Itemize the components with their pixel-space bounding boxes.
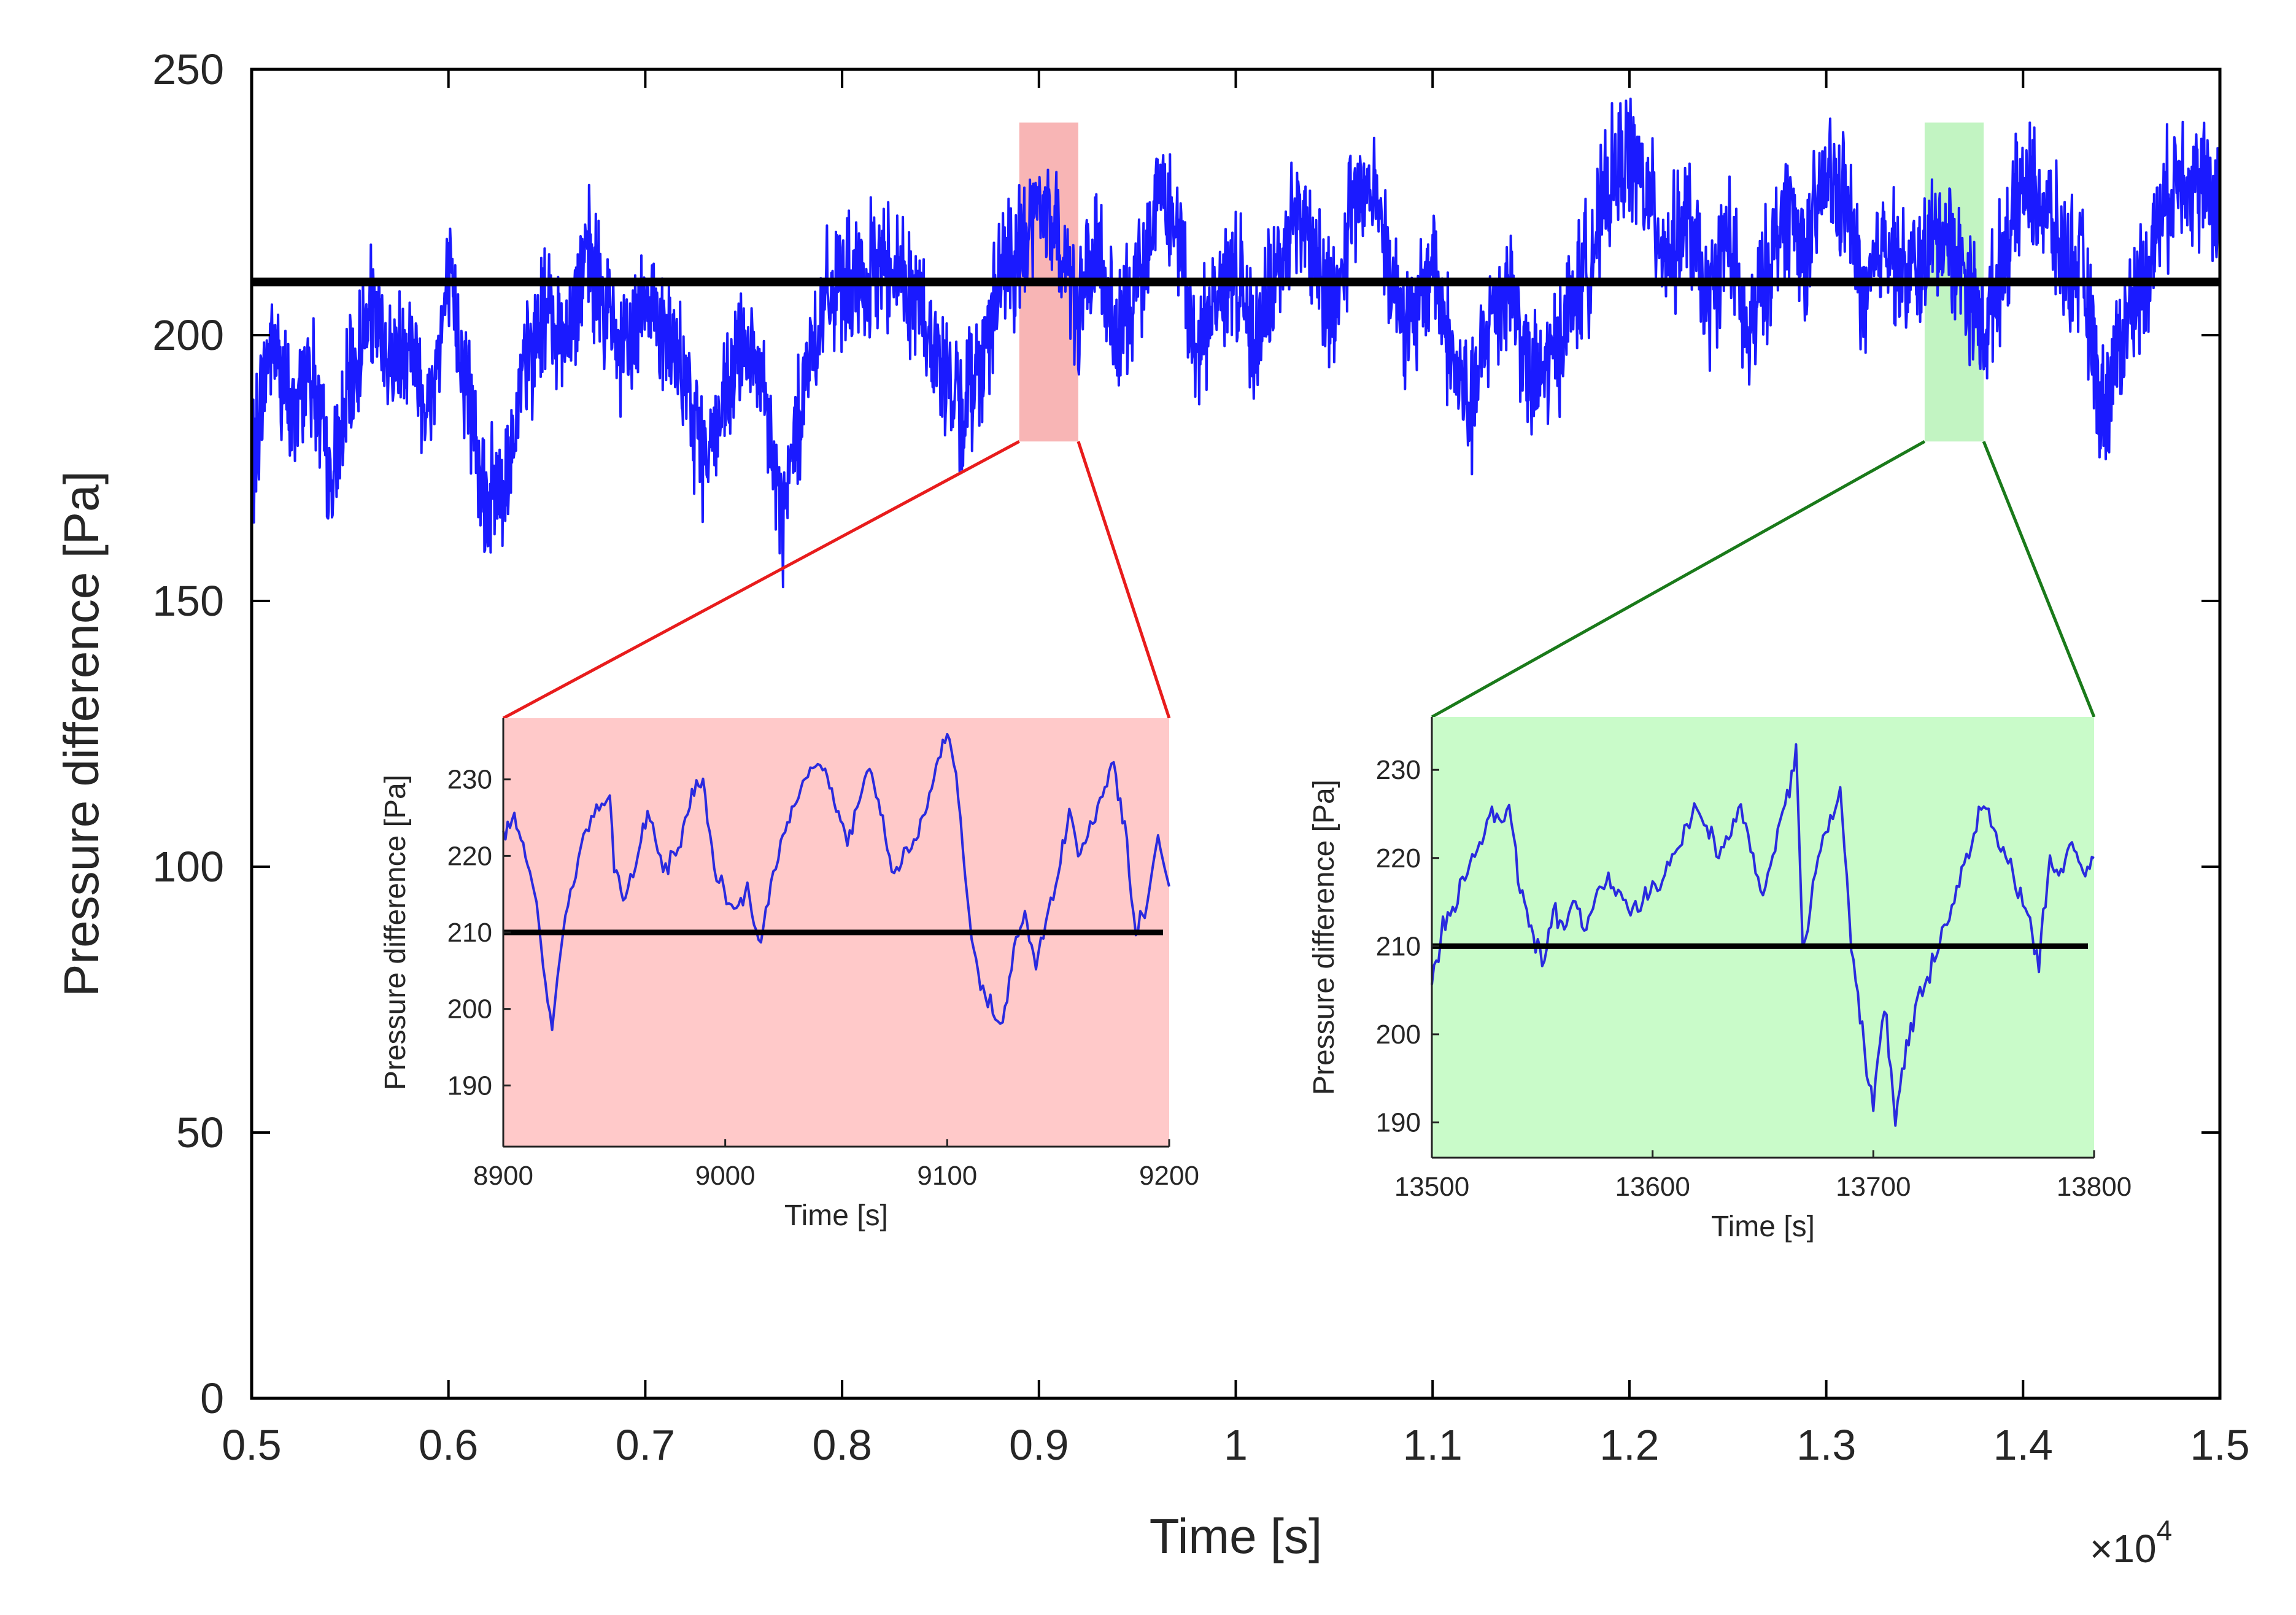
x-tick-label: 0.5 [222,1421,281,1469]
inset-chart-red: 8900 9000 9100 9200 190 200 210 220 230 Time [s] P… [379,718,1199,1232]
x-tick-label: 1.1 [1403,1421,1463,1469]
inset-chart-green: 13500 13600 13700 13800 190 200 210 220 230 Time … [1308,717,2132,1243]
main-series-line [250,98,2221,589]
inset-x-tick-label: 13800 [2057,1172,2132,1202]
x-tick-label: 0.7 [616,1421,675,1469]
inset-y-tick-label: 220 [1376,843,1421,873]
inset-y-axis-label: Pressure difference [Pa] [1308,780,1340,1095]
inset-x-tick-label: 13500 [1394,1172,1469,1202]
inset-x-tick-label: 13600 [1615,1172,1690,1202]
inset-y-tick-label: 230 [1376,755,1421,785]
y-tick-label: 100 [152,843,224,891]
inset-x-tick-label: 9200 [1139,1161,1199,1191]
x-multiplier-base: ×10 [2090,1527,2157,1571]
main-x-multiplier: ×104 [2090,1514,2172,1571]
y-tick-label: 200 [152,311,224,359]
inset-series-line [1431,743,2095,1127]
inset-x-axis-label: Time [s] [1711,1210,1815,1243]
inset-x-axis-label: Time [s] [784,1199,888,1232]
inset-y-tick-label: 190 [1376,1108,1421,1138]
inset-background [1432,717,2094,1158]
inset-y-tick-label: 210 [447,918,492,948]
inset-y-tick-label: 200 [1376,1020,1421,1050]
x-tick-label: 1.4 [1993,1421,2053,1469]
inset-x-tick-label: 8900 [473,1161,533,1191]
inset-series-line [502,733,1170,1031]
x-tick-label: 0.6 [419,1421,478,1469]
y-tick-label: 250 [152,45,224,93]
inset-x-tick-label: 9100 [917,1161,977,1191]
connector-red-right [1076,441,1171,719]
main-x-axis-label: Time [s] [1150,1509,1322,1563]
inset-y-tick-label: 190 [447,1071,492,1101]
main-axis-ticks: 0.5 0.6 0.7 0.8 0.9 1 1.1 1.2 1.3 1.4 1.5 0 50 100 150… [152,45,2249,1469]
inset-y-tick-label: 220 [447,841,492,871]
y-tick-label: 0 [200,1374,224,1422]
main-y-axis-label: Pressure difference [Pa] [54,471,109,997]
connector-green-left [1431,440,1926,719]
inset-y-axis-label: Pressure difference [Pa] [379,775,412,1090]
main-chart: 0.5 0.6 0.7 0.8 0.9 1 1.1 1.2 1.3 1.4 1.5 0 50 100 150… [54,45,2250,1571]
inset-y-tick-label: 200 [447,994,492,1024]
inset-y-tick-label: 210 [1376,931,1421,961]
x-tick-label: 1.2 [1599,1421,1659,1469]
inset-x-tick-label: 13700 [1836,1172,1911,1202]
inset-x-tick-label: 9000 [695,1161,756,1191]
connector-green-right [1982,441,2096,718]
x-tick-label: 0.8 [812,1421,872,1469]
x-tick-label: 1 [1224,1421,1248,1469]
y-tick-label: 150 [152,577,224,625]
x-tick-label: 1.3 [1796,1421,1856,1469]
x-tick-label: 1.5 [2190,1421,2249,1469]
inset-y-tick-label: 230 [447,765,492,795]
y-tick-label: 50 [176,1109,224,1156]
x-multiplier-exponent: 4 [2157,1514,2173,1546]
connector-red-left [502,440,1020,720]
zoom-connector-lines [502,440,2096,720]
x-tick-label: 0.9 [1009,1421,1069,1469]
main-plot-frame [250,68,2222,1400]
